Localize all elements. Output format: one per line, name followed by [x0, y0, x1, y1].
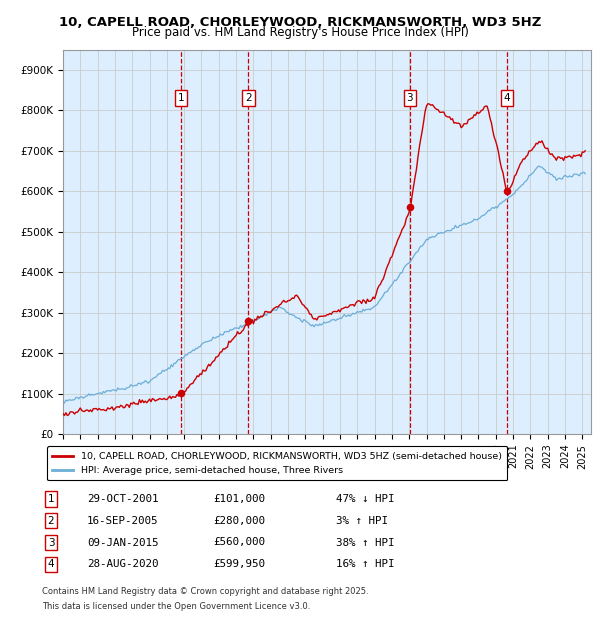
Text: 10, CAPELL ROAD, CHORLEYWOOD, RICKMANSWORTH, WD3 5HZ: 10, CAPELL ROAD, CHORLEYWOOD, RICKMANSWO… [59, 16, 541, 29]
Text: £560,000: £560,000 [213, 538, 265, 547]
Legend: 10, CAPELL ROAD, CHORLEYWOOD, RICKMANSWORTH, WD3 5HZ (semi-detached house), HPI:: 10, CAPELL ROAD, CHORLEYWOOD, RICKMANSWO… [47, 446, 508, 480]
Text: 16% ↑ HPI: 16% ↑ HPI [336, 559, 395, 569]
Point [244, 316, 253, 326]
Text: 3: 3 [406, 93, 413, 103]
Text: 28-AUG-2020: 28-AUG-2020 [87, 559, 158, 569]
Text: £280,000: £280,000 [213, 516, 265, 526]
Text: 1: 1 [47, 494, 55, 504]
Text: 47% ↓ HPI: 47% ↓ HPI [336, 494, 395, 504]
Text: 2: 2 [47, 516, 55, 526]
Text: 38% ↑ HPI: 38% ↑ HPI [336, 538, 395, 547]
Point [502, 186, 512, 196]
Text: £101,000: £101,000 [213, 494, 265, 504]
Text: This data is licensed under the Open Government Licence v3.0.: This data is licensed under the Open Gov… [42, 601, 310, 611]
Text: 09-JAN-2015: 09-JAN-2015 [87, 538, 158, 547]
Text: Price paid vs. HM Land Registry's House Price Index (HPI): Price paid vs. HM Land Registry's House … [131, 26, 469, 39]
Text: £599,950: £599,950 [213, 559, 265, 569]
Text: 2: 2 [245, 93, 252, 103]
Point [176, 388, 186, 398]
Text: Contains HM Land Registry data © Crown copyright and database right 2025.: Contains HM Land Registry data © Crown c… [42, 587, 368, 596]
Text: 4: 4 [47, 559, 55, 569]
Text: 1: 1 [178, 93, 185, 103]
Text: 3% ↑ HPI: 3% ↑ HPI [336, 516, 388, 526]
Point [405, 203, 415, 213]
Text: 29-OCT-2001: 29-OCT-2001 [87, 494, 158, 504]
Text: 16-SEP-2005: 16-SEP-2005 [87, 516, 158, 526]
Text: 3: 3 [47, 538, 55, 547]
Text: 4: 4 [504, 93, 511, 103]
